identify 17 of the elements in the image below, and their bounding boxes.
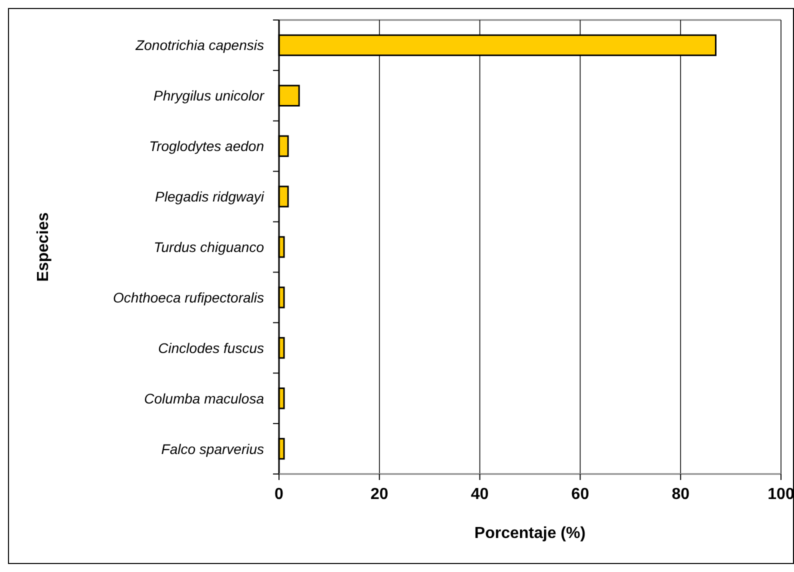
y-tick-label: Troglodytes aedon [149,138,264,154]
y-tick-label: Turdus chiguanco [154,239,264,255]
y-tick-label: Plegadis ridgwayi [155,188,265,205]
y-tick-label: Ochthoeca rufipectoralis [113,289,264,306]
x-axis-title: Porcentaje (%) [474,525,586,542]
x-tick-label: 0 [274,486,284,503]
x-tick-label: 100 [768,486,794,503]
y-tick-label: Cinclodes fuscus [158,340,264,356]
y-tick-label: Phrygilus unicolor [154,88,266,104]
y-tick-label: Falco sparverius [161,440,264,457]
x-tick-label: 20 [370,486,388,503]
x-tick-label: 60 [571,486,590,503]
y-tick-label: Zonotrichia capensis [134,37,264,54]
x-tick-label: 40 [470,486,489,503]
y-tick-label: Columba maculosa [144,390,264,406]
y-axis-title: Especies [35,212,52,282]
x-tick-label: 80 [672,486,690,503]
